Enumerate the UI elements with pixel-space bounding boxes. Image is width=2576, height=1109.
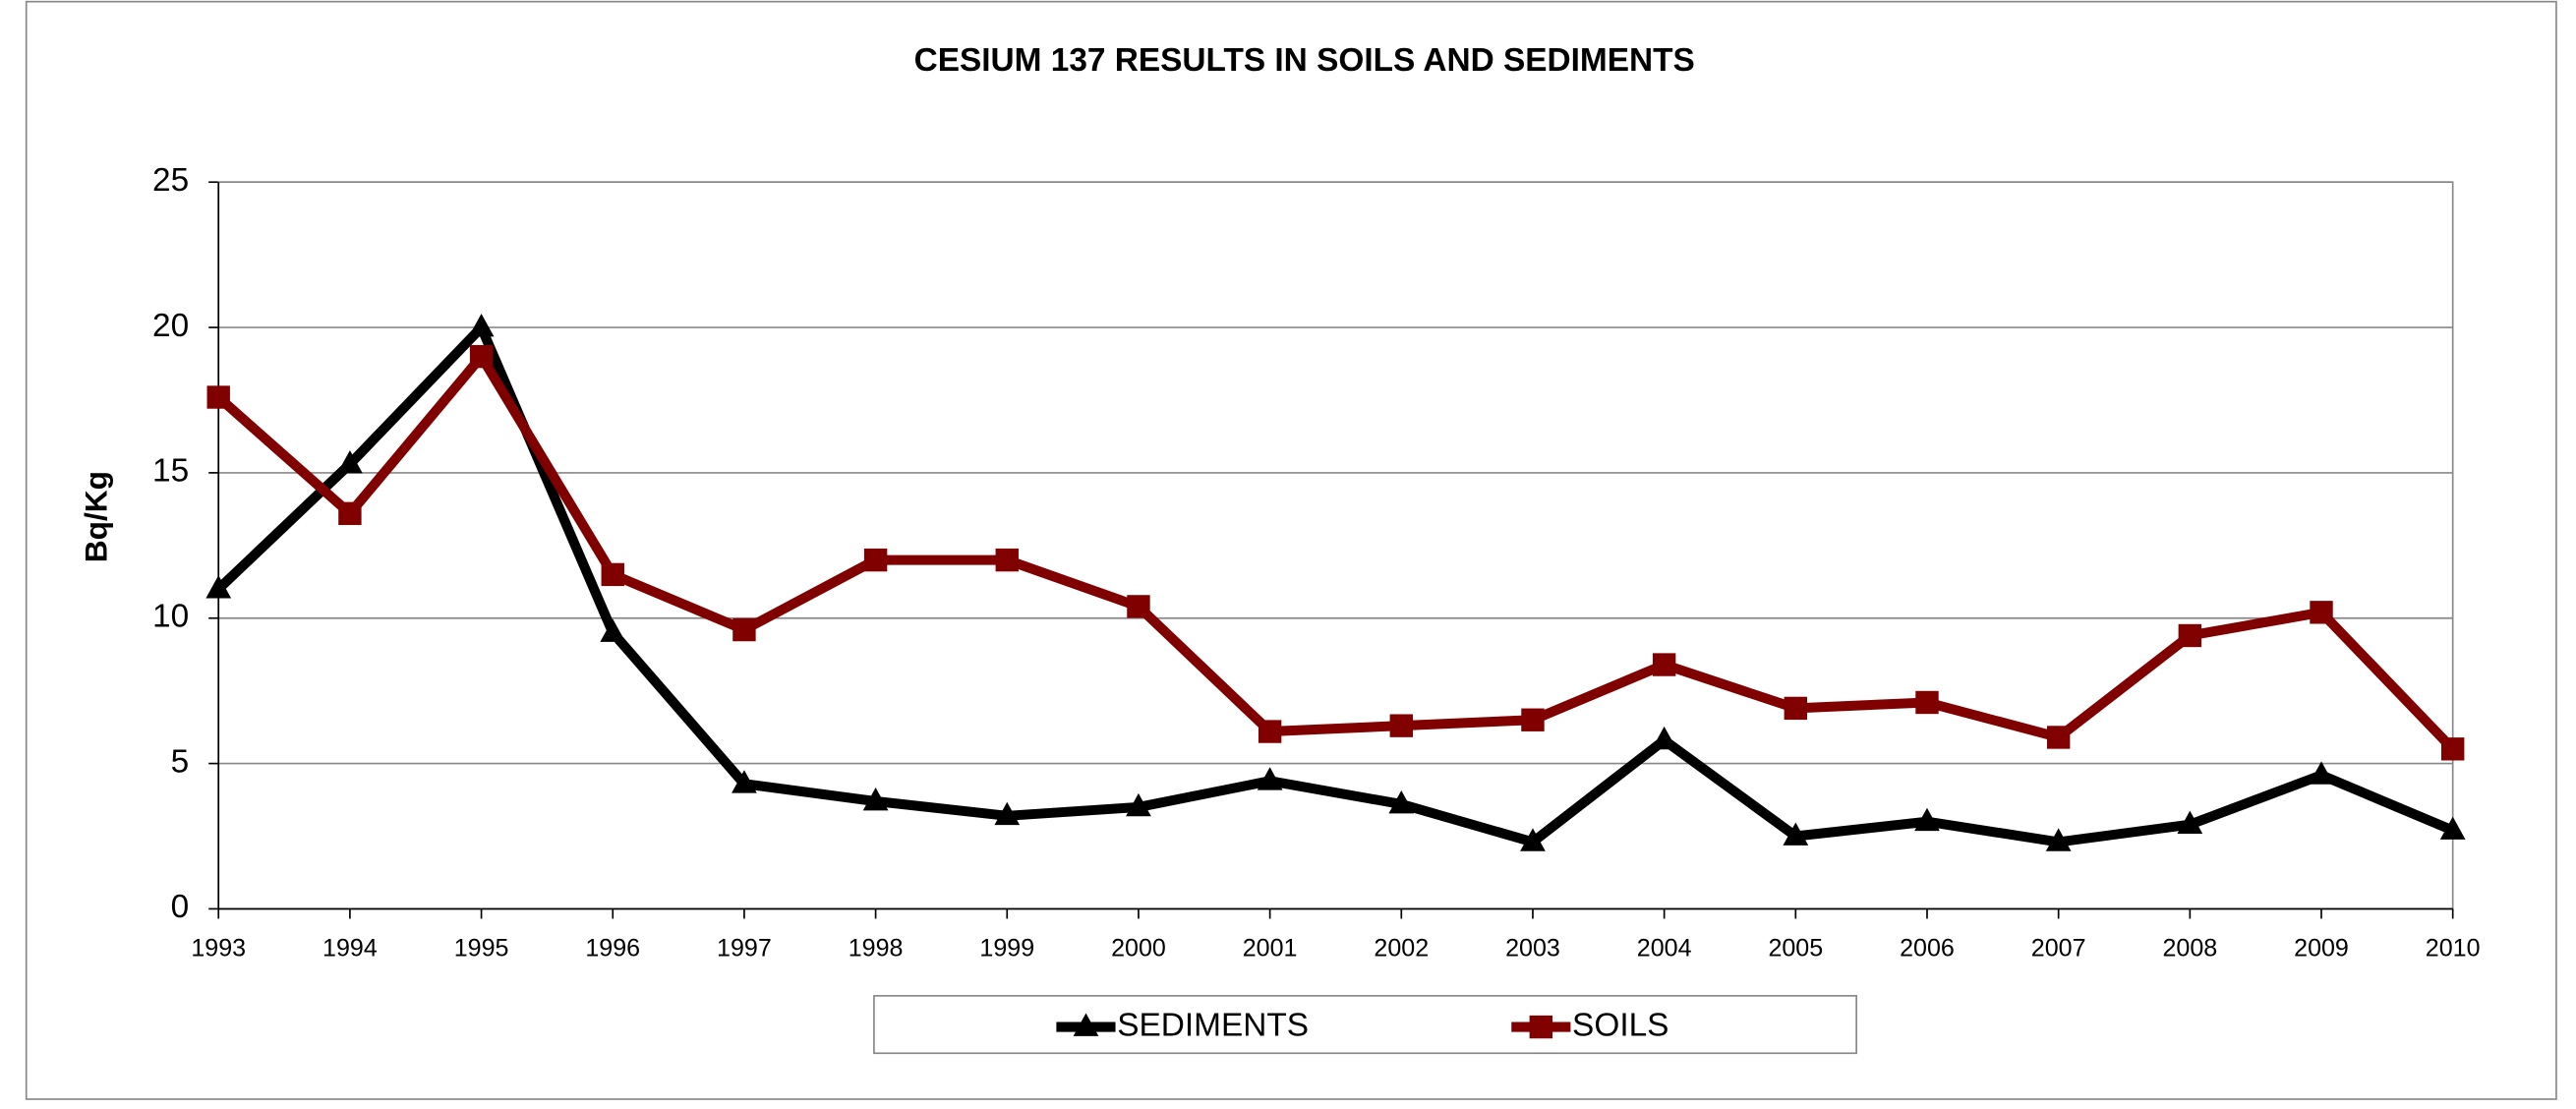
x-tick-label: 2010 — [2426, 935, 2481, 963]
chart-frame — [25, 0, 2557, 1100]
data-point — [2439, 816, 2466, 840]
data-point — [995, 548, 1019, 572]
data-point — [1915, 690, 1939, 715]
x-tick-label: 2005 — [1768, 935, 1823, 963]
x-tick-label: 1998 — [849, 935, 904, 963]
data-point — [2178, 623, 2202, 648]
data-point — [1651, 726, 1677, 750]
legend-label: SEDIMENTS — [1117, 1007, 1309, 1043]
x-tick-label: 2000 — [1111, 935, 1166, 963]
data-point — [1127, 595, 1150, 618]
data-point — [732, 617, 756, 642]
y-tick-label: 0 — [171, 889, 190, 925]
data-point — [337, 450, 363, 474]
y-tick-label: 20 — [152, 308, 189, 344]
data-point — [469, 344, 494, 369]
data-point — [1783, 822, 1809, 846]
x-tick-label: 2003 — [1505, 935, 1560, 963]
data-point — [1258, 720, 1282, 743]
data-point — [2045, 828, 2072, 851]
data-point — [863, 548, 888, 572]
data-point — [1520, 828, 1546, 851]
data-point — [1652, 653, 1676, 676]
data-point — [2046, 726, 2071, 749]
data-point — [1388, 789, 1415, 814]
data-point — [994, 801, 1021, 826]
data-point — [338, 501, 362, 525]
legend-marker — [1529, 1015, 1553, 1039]
data-point — [1784, 696, 1808, 721]
x-tick-label: 1995 — [454, 935, 509, 963]
data-point — [601, 562, 624, 587]
x-tick-label: 1994 — [322, 935, 378, 963]
y-tick-label: 15 — [152, 453, 189, 490]
chart-title: CESIUM 137 RESULTS IN SOILS AND SEDIMENT… — [914, 42, 1695, 79]
y-axis-label: Bq/Kg — [79, 471, 114, 562]
y-tick-label: 10 — [152, 599, 189, 635]
data-point — [2440, 737, 2465, 761]
data-point — [1521, 708, 1545, 731]
y-tick-label: 25 — [152, 162, 189, 199]
x-tick-label: 2006 — [1900, 935, 1955, 963]
x-tick-label: 2007 — [2031, 935, 2086, 963]
data-point — [205, 575, 232, 599]
series-line — [214, 351, 2457, 753]
data-point — [2310, 601, 2333, 624]
x-tick-label: 2009 — [2294, 935, 2349, 963]
legend-box — [873, 995, 1857, 1055]
data-point — [2309, 761, 2334, 785]
legend-label: SOILS — [1572, 1007, 1669, 1043]
data-point — [1126, 792, 1151, 817]
y-tick-label: 5 — [171, 743, 190, 780]
x-tick-label: 2004 — [1637, 935, 1692, 963]
data-point — [862, 788, 889, 811]
series-line — [214, 322, 2455, 847]
data-point — [468, 314, 495, 337]
legend-marker — [1073, 1013, 1099, 1036]
x-tick-label: 1997 — [717, 935, 772, 963]
x-tick-label: 2008 — [2162, 935, 2217, 963]
x-tick-label: 1996 — [585, 935, 640, 963]
x-tick-label: 1993 — [191, 935, 246, 963]
data-point — [732, 770, 757, 793]
data-point — [2177, 810, 2203, 835]
data-point — [1389, 714, 1413, 737]
x-tick-label: 2001 — [1243, 935, 1298, 963]
data-point — [600, 618, 626, 642]
data-point — [1257, 767, 1283, 790]
x-tick-label: 1999 — [979, 935, 1034, 963]
data-point — [206, 385, 230, 409]
data-point — [1914, 807, 1940, 832]
x-tick-label: 2002 — [1374, 935, 1429, 963]
